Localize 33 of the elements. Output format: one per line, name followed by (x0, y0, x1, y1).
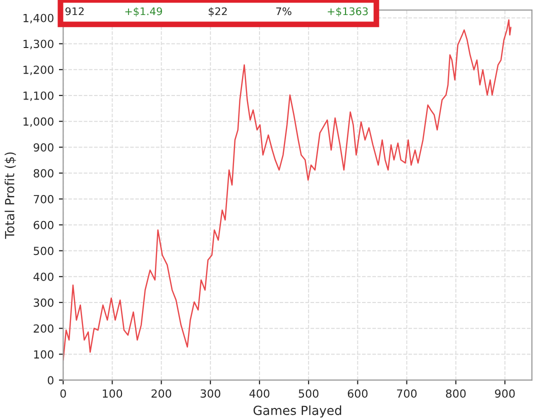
y-tick-label: 1,300 (24, 40, 54, 50)
annotation: +$1363 (328, 7, 368, 17)
annotation: 7% (276, 7, 292, 16)
y-tick-label: 500 (34, 246, 54, 256)
y-tick-label: 1,200 (24, 66, 54, 76)
x-tick-label: 700 (397, 389, 417, 398)
y-tick-label: 800 (34, 169, 54, 178)
y-tick-label: 1,400 (24, 14, 54, 24)
y-tick-label: 300 (34, 298, 54, 307)
y-tick-label: 200 (34, 324, 54, 333)
line-series (63, 19, 512, 361)
x-tick-label: 0 (60, 389, 66, 398)
annotation: $22 (208, 7, 227, 17)
y-tick-label: 900 (34, 143, 54, 152)
x-tick-label: 800 (446, 389, 466, 398)
y-axis-title: Total Profit ($) (4, 152, 16, 239)
x-tick-label: 400 (249, 389, 270, 398)
y-tick-label: 1,000 (24, 117, 54, 127)
x-axis-title: Games Played (254, 405, 342, 418)
y-tick-label: 100 (34, 350, 54, 359)
y-tick-label: 1,100 (24, 91, 54, 101)
x-tick-label: 200 (152, 389, 172, 398)
x-tick-label: 100 (102, 389, 122, 398)
annotation: +$1.49 (125, 7, 162, 17)
y-tick-label: 600 (34, 220, 54, 230)
x-tick-label: 500 (298, 389, 318, 398)
x-tick-label: 600 (348, 389, 368, 398)
x-tick-label: 300 (200, 389, 220, 398)
y-tick-label: 700 (34, 194, 54, 204)
x-tick-label: 900 (495, 389, 515, 398)
y-tick-label: 400 (33, 272, 54, 281)
y-tick-label: 0 (48, 376, 54, 384)
annotation: 912 (65, 7, 84, 16)
